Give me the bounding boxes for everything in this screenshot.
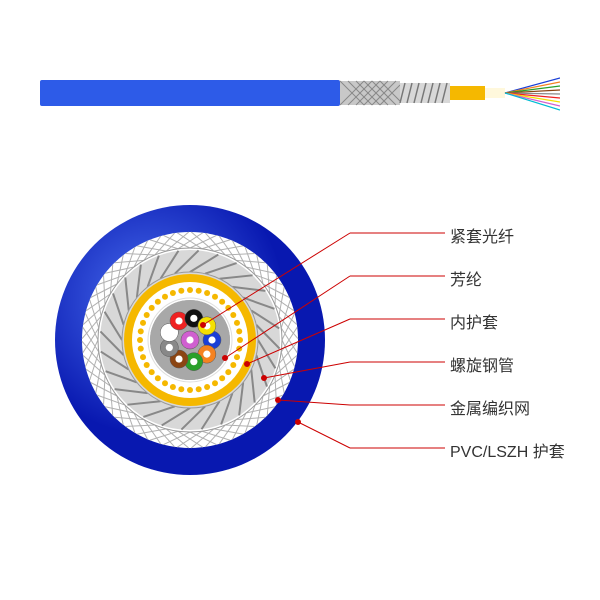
- side-braid: [340, 81, 400, 105]
- layer-label: PVC/LSZH 护套: [450, 438, 565, 462]
- side-inner-jacket: [450, 86, 485, 100]
- cable-cross-section: [50, 200, 330, 480]
- cable-side-view: [40, 70, 560, 110]
- side-outer-jacket: [40, 80, 340, 106]
- cross-section-svg: [50, 200, 330, 480]
- layer-label: 金属编织网: [450, 395, 530, 419]
- layer-label: 内护套: [450, 309, 498, 333]
- side-aramid: [485, 88, 505, 98]
- layer-label: 螺旋钢管: [450, 352, 514, 376]
- cable-side-svg: [40, 70, 560, 120]
- layer-label: 紧套光纤: [450, 223, 514, 247]
- layer-label: 芳纶: [450, 266, 482, 290]
- side-fibers: [505, 78, 560, 110]
